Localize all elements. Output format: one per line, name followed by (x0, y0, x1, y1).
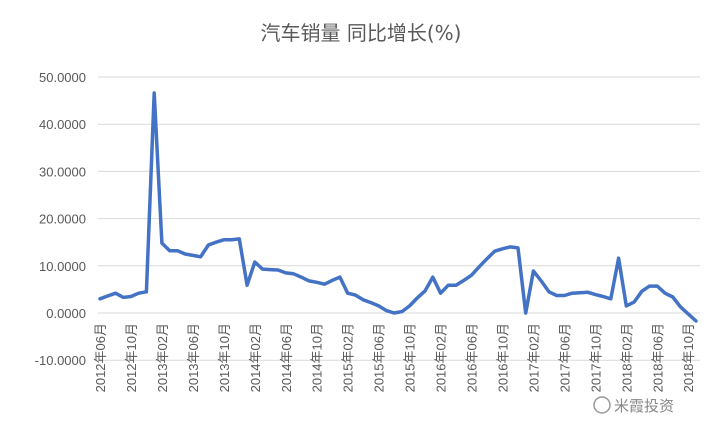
x-tick-label: 2016年06月 (465, 323, 480, 392)
y-tick-label: 40.0000 (39, 117, 86, 132)
x-tick-label: 2014年06月 (279, 323, 294, 392)
x-tick-label: 2016年02月 (434, 323, 449, 392)
x-tick-label: 2012年06月 (93, 323, 108, 392)
x-tick-label: 2013年10月 (217, 323, 232, 392)
x-tick-label: 2018年06月 (650, 323, 665, 392)
watermark-text: 米霞投资 (614, 397, 674, 415)
y-axis: -10.0000 0.0000 10.0000 20.0000 30.0000 40.00… (35, 70, 86, 368)
gridlines (98, 76, 700, 361)
y-tick-label: 20.0000 (39, 212, 86, 227)
chart-title: 汽车销量 同比增长(%) (261, 21, 462, 45)
wechat-icon (593, 396, 611, 414)
x-tick-label: 2014年10月 (310, 323, 325, 392)
x-tick-label: 2012年10月 (124, 323, 139, 392)
y-tick-label: 50.0000 (39, 70, 86, 85)
x-tick-label: 2018年10月 (681, 323, 696, 392)
x-tick-label: 2015年02月 (341, 323, 356, 392)
x-tick-label: 2014年02月 (248, 323, 263, 392)
x-tick-label: 2013年02月 (155, 323, 170, 392)
y-tick-label: 0.0000 (46, 306, 86, 321)
watermark: 米霞投资 (593, 396, 674, 415)
x-tick-label: 2013年06月 (186, 323, 201, 392)
x-tick-label: 2017年10月 (588, 323, 603, 392)
series-line (98, 91, 698, 323)
x-axis: 2012年06月 2012年10月 2013年02月 2013年06月 2013年10月… (93, 323, 696, 392)
y-tick-label: 10.0000 (39, 259, 86, 274)
x-tick-label: 2017年02月 (526, 323, 541, 392)
series-polyline (98, 91, 698, 323)
x-tick-label: 2017年06月 (557, 323, 572, 392)
x-tick-label: 2015年06月 (372, 323, 387, 392)
y-tick-label: 30.0000 (39, 164, 86, 179)
x-tick-label: 2018年02月 (619, 323, 634, 392)
x-tick-label: 2015年10月 (403, 323, 418, 392)
x-tick-label: 2016年10月 (495, 323, 510, 392)
y-tick-label: -10.0000 (35, 353, 86, 368)
